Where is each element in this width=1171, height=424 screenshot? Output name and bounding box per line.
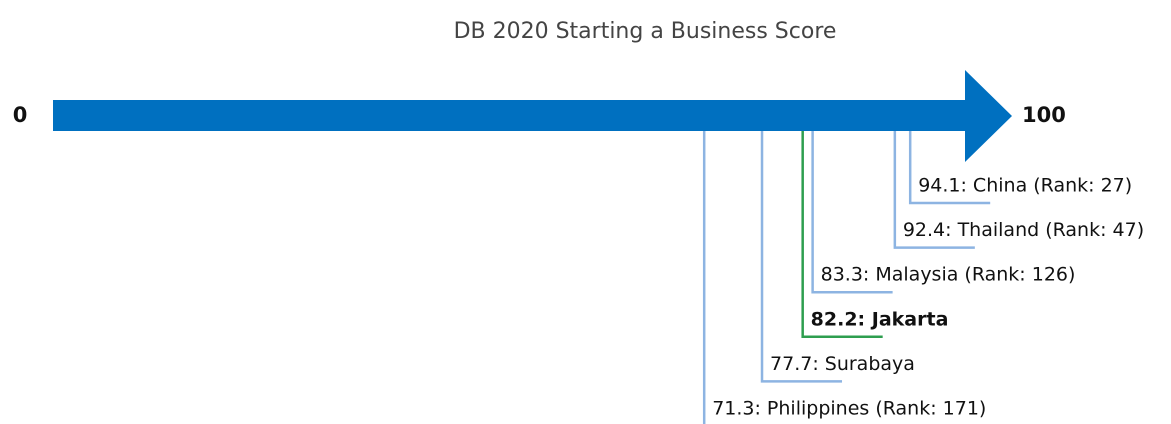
marker-label: 77.7: Surabaya [770, 353, 915, 375]
marker-line [893, 131, 975, 249]
x-tick-label: 0 [13, 103, 28, 127]
marker-label: 71.3: Philippines (Rank: 171) [712, 398, 986, 420]
chart-title: DB 2020 Starting a Business Score [454, 19, 837, 44]
marker-label: 94.1: China (Rank: 27) [918, 175, 1132, 197]
marker-label: 82.2: Jakarta [811, 308, 949, 330]
marker-line [702, 131, 706, 424]
marker-line [801, 131, 883, 339]
marker-label: 83.3: Malaysia (Rank: 126) [821, 264, 1076, 286]
marker-line [908, 131, 991, 205]
marker-line [760, 131, 843, 383]
scale-arrow [53, 70, 1012, 162]
marker-line [811, 131, 893, 294]
marker-label: 92.4: Thailand (Rank: 47) [903, 219, 1144, 241]
x-tick-label: 100 [1022, 103, 1066, 127]
